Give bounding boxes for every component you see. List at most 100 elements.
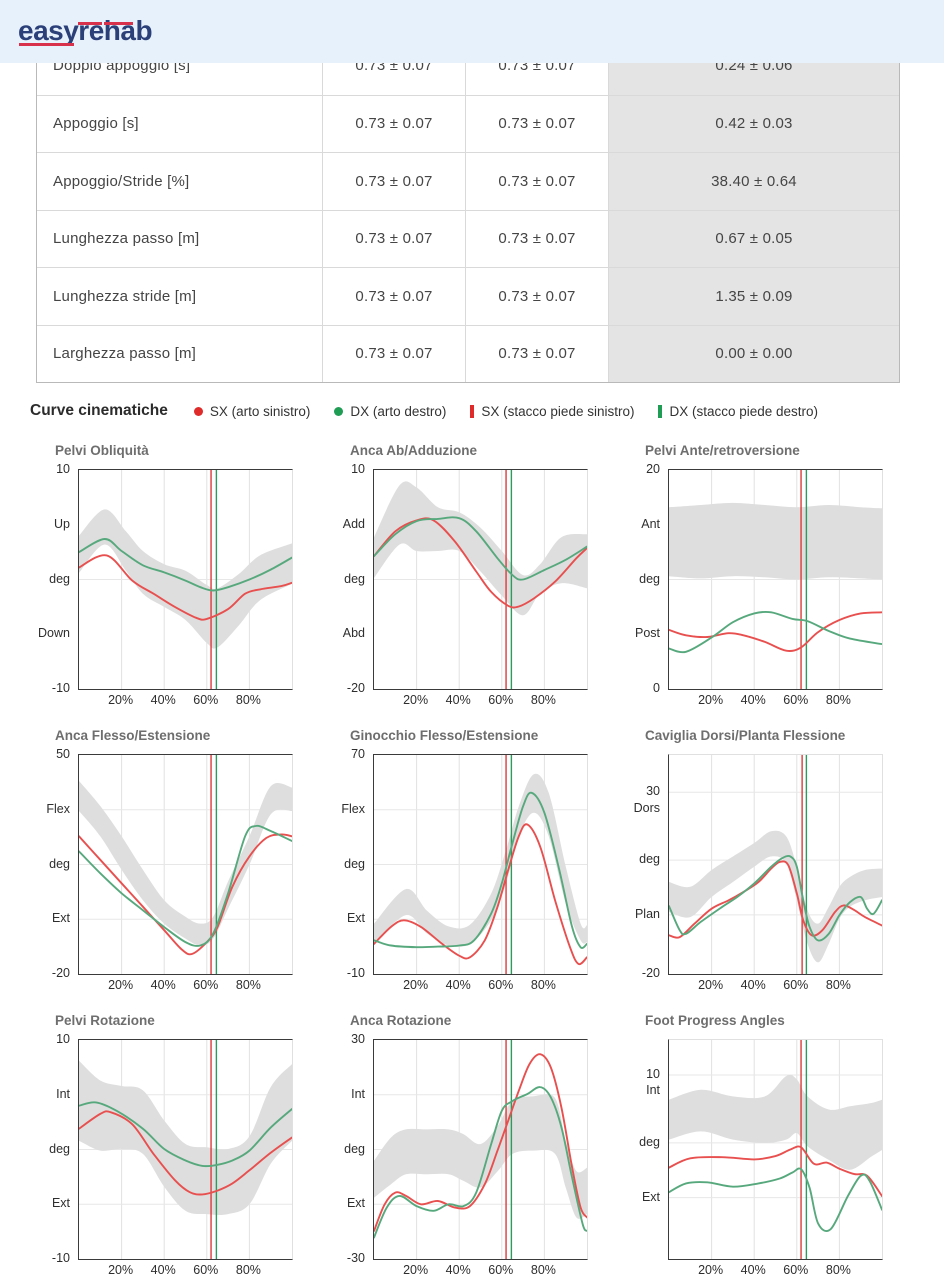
x-tick-label: 20% <box>698 693 724 707</box>
y-axis-labels: 10 Int deg Ext <box>620 1039 668 1258</box>
y-tick-label: Ext <box>641 1189 660 1204</box>
y-tick-label: Int <box>646 1083 660 1098</box>
x-tick-label: 60% <box>488 1263 514 1277</box>
dx-value: 0.73 ± 0.07 <box>466 95 609 152</box>
x-axis-labels: 20% 40% 60% 80% <box>373 693 586 709</box>
curve-dot-icon <box>193 406 203 416</box>
x-tick-label: 80% <box>235 693 261 707</box>
reference-value: 1.35 ± 0.09 <box>609 268 899 325</box>
logo-text-ha: ha <box>103 15 136 46</box>
chart-title: Anca Rotazione <box>350 1013 452 1028</box>
easyrehab-logo[interactable]: easyrehab <box>18 14 153 48</box>
y-axis-labels: 10 Int deg Ext -10 <box>30 1032 78 1265</box>
legend-item: DX (stacco piede destro) <box>658 404 818 419</box>
table-row: Appoggio [s] 0.73 ± 0.07 0.73 ± 0.07 0.4… <box>37 94 899 152</box>
reference-value: 0.00 ± 0.00 <box>609 325 899 382</box>
y-tick-label: 10 <box>56 462 70 476</box>
x-axis-labels: 20% 40% 60% 80% <box>78 1263 291 1279</box>
x-tick-label: 20% <box>108 693 134 707</box>
chart-title: Foot Progress Angles <box>645 1013 785 1028</box>
y-tick-label: Post <box>634 626 660 641</box>
y-tick-label: 30 <box>646 784 660 799</box>
y-tick-label: deg <box>49 856 70 871</box>
x-axis-labels: 20% 40% 60% 80% <box>668 1263 881 1279</box>
y-tick-label: deg <box>639 1134 660 1149</box>
x-axis-labels: 20% 40% 60% 80% <box>373 978 586 994</box>
x-tick-label: 20% <box>698 978 724 992</box>
y-tick-label: Ext <box>346 911 365 926</box>
x-tick-label: 40% <box>150 1263 176 1277</box>
x-tick-label: 40% <box>150 978 176 992</box>
chart-title: Pelvi Obliquità <box>55 443 149 458</box>
y-tick-label: Add <box>342 516 365 531</box>
sx-value: 0.73 ± 0.07 <box>323 153 466 210</box>
x-tick-label: 40% <box>150 693 176 707</box>
y-tick-label: -20 <box>641 966 660 980</box>
chart-pelvi-ante-retroversione: Pelvi Ante/retroversione 20 Ant deg Post 0 2… <box>620 440 915 707</box>
y-tick-label: 10 <box>646 1067 660 1082</box>
app-header: easyrehab <box>0 0 944 63</box>
y-tick-label: Abd <box>342 626 365 641</box>
x-tick-label: 40% <box>740 978 766 992</box>
table-row: Lunghezza stride [m] 0.73 ± 0.07 0.73 ± … <box>37 267 899 325</box>
plot-area <box>373 1039 588 1260</box>
sx-value: 0.73 ± 0.07 <box>323 95 466 152</box>
kinematic-charts-grid: Pelvi Obliquità 10 Up deg Down -10 20% 40% 60%… <box>30 440 915 1279</box>
y-tick-label: 10 <box>56 1032 70 1046</box>
x-tick-label: 40% <box>740 693 766 707</box>
sx-value: 0.73 ± 0.07 <box>323 210 466 267</box>
row-label: Appoggio [s] <box>37 95 323 152</box>
logo-text-re: re <box>78 15 104 46</box>
y-tick-label: Int <box>351 1086 365 1101</box>
y-tick-label: 70 <box>351 747 365 761</box>
x-tick-label: 60% <box>783 1263 809 1277</box>
y-axis-labels: 10 Up deg Down -10 <box>30 462 78 695</box>
y-tick-label: -20 <box>51 966 70 980</box>
x-tick-label: 20% <box>403 693 429 707</box>
x-tick-label: 60% <box>783 978 809 992</box>
chart-title: Pelvi Ante/retroversione <box>645 443 800 458</box>
row-label: Appoggio/Stride [%] <box>37 153 323 210</box>
chart-pelvi-obliquita: Pelvi Obliquità 10 Up deg Down -10 20% 40% 60%… <box>30 440 325 707</box>
chart-ginocchio-flesso-estensione: Ginocchio Flesso/Estensione 70 Flex deg Ext… <box>325 725 620 994</box>
y-axis-labels: 50 Flex deg Ext -20 <box>30 747 78 980</box>
chart-foot-progress-angles: Foot Progress Angles 10 Int deg Ext 20% 40% 6… <box>620 1010 915 1279</box>
section-title: Curve cinematiche <box>30 402 168 419</box>
x-tick-label: 80% <box>825 978 851 992</box>
x-tick-label: 80% <box>530 1263 556 1277</box>
x-tick-label: 80% <box>825 693 851 707</box>
reference-value: 0.67 ± 0.05 <box>609 210 899 267</box>
x-tick-label: 40% <box>445 693 471 707</box>
legend-item-label: DX (arto destro) <box>350 403 447 419</box>
chart-title: Ginocchio Flesso/Estensione <box>350 728 539 743</box>
dx-value: 0.73 ± 0.07 <box>466 268 609 325</box>
y-tick-label: 20 <box>646 462 660 476</box>
table-row: Larghezza passo [m] 0.73 ± 0.07 0.73 ± 0… <box>37 324 899 382</box>
y-axis-labels: 30 Int deg Ext -30 <box>325 1032 373 1265</box>
y-tick-label: Flex <box>341 801 365 816</box>
y-tick-label: Ext <box>51 1196 70 1211</box>
chart-anca-rotazione: Anca Rotazione 30 Int deg Ext -30 20% 40% 60% 8… <box>325 1010 620 1277</box>
y-tick-label: deg <box>639 571 660 586</box>
dx-value: 0.73 ± 0.07 <box>466 325 609 382</box>
plot-area <box>668 1039 883 1260</box>
plot-area <box>668 754 883 975</box>
y-tick-label: deg <box>344 856 365 871</box>
x-tick-label: 60% <box>783 693 809 707</box>
y-axis-labels: 30 Dors deg Plan -20 <box>620 754 668 980</box>
y-tick-label: Up <box>54 516 70 531</box>
x-tick-label: 20% <box>108 1263 134 1277</box>
reference-value: 38.40 ± 0.64 <box>609 153 899 210</box>
chart-title: Anca Flesso/Estensione <box>55 728 211 743</box>
y-tick-label: deg <box>49 1141 70 1156</box>
kinematic-curves-legend: Curve cinematiche SX (arto sinistro) DX (… <box>30 402 818 420</box>
y-tick-label: -10 <box>346 966 365 980</box>
plot-area <box>373 469 588 690</box>
x-axis-labels: 20% 40% 60% 80% <box>668 978 881 994</box>
y-tick-label: deg <box>344 1141 365 1156</box>
x-tick-label: 20% <box>108 978 134 992</box>
chart-title: Pelvi Rotazione <box>55 1013 155 1028</box>
reference-value: 0.42 ± 0.03 <box>609 95 899 152</box>
plot-area <box>668 469 883 690</box>
dx-value: 0.73 ± 0.07 <box>466 153 609 210</box>
